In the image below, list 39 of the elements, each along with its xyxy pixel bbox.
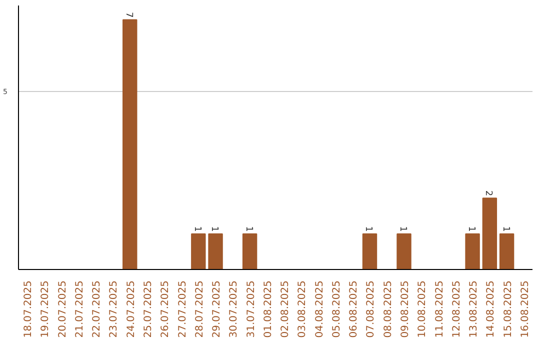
data-label: 1 [192,226,202,232]
data-label: 1 [243,226,254,232]
x-tick-label: 22.07.2025 [92,280,103,338]
x-tick-label: 24.07.2025 [126,280,137,338]
x-tick-label: 25.07.2025 [143,280,154,338]
x-tick-label: 13.08.2025 [468,280,480,338]
x-tick-label: 02.08.2025 [280,280,292,338]
data-label: 7 [123,12,134,18]
data-label: 1 [398,226,408,232]
x-tick-label: 03.08.2025 [297,280,308,338]
x-tick-label: 12.08.2025 [451,280,462,338]
x-tick-label: 16.08.2025 [520,280,531,338]
x-tick-label: 19.07.2025 [40,280,52,338]
x-tick-label: 29.07.2025 [212,280,223,338]
x-tick-label: 31.07.2025 [246,280,257,338]
x-tick-label: 08.08.2025 [382,280,394,338]
x-tick-label: 04.08.2025 [314,280,326,338]
x-tick-label: 09.08.2025 [400,280,411,338]
x-tick-label: 05.08.2025 [331,280,342,338]
x-tick-label: 01.08.2025 [262,280,274,338]
x-tick-label: 10.08.2025 [417,280,428,338]
x-tick-label: 20.07.2025 [57,280,68,338]
x-tick-label: 15.08.2025 [502,280,514,338]
x-tick-label: 26.07.2025 [160,280,172,338]
x-tick-label: 21.07.2025 [74,280,86,338]
data-label: 1 [500,226,510,232]
x-tick-label: 07.08.2025 [366,280,377,338]
x-tick-label: 23.07.2025 [108,280,120,338]
data-label: 2 [483,190,494,196]
x-tick-label: 14.08.2025 [486,280,497,338]
x-tick-label: 11.08.2025 [434,280,446,338]
x-tick-label: 28.07.2025 [194,280,206,338]
x-tick-label: 18.07.2025 [23,280,34,338]
x-tick-label: 27.07.2025 [177,280,188,338]
x-tick-label: 30.07.2025 [228,280,240,338]
data-label: 1 [209,226,220,232]
data-label: 1 [466,226,476,232]
data-label: 1 [363,226,374,232]
x-tick-label: 06.08.2025 [348,280,360,338]
